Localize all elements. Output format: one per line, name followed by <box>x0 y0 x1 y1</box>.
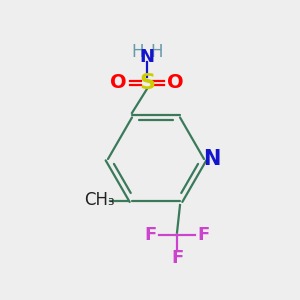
Text: H: H <box>131 43 144 61</box>
Text: H: H <box>150 43 163 61</box>
Text: CH₃: CH₃ <box>84 191 115 209</box>
Text: N: N <box>140 48 154 66</box>
Text: N: N <box>203 149 220 169</box>
Text: O: O <box>110 74 127 92</box>
Text: O: O <box>167 74 184 92</box>
Text: F: F <box>171 249 183 267</box>
Text: F: F <box>145 226 157 244</box>
Text: S: S <box>139 73 155 93</box>
Text: F: F <box>197 226 209 244</box>
